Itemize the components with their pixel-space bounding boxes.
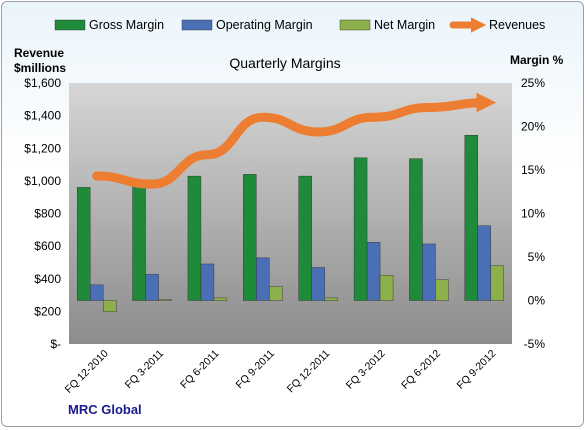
net-margin-legend-label: Net Margin xyxy=(374,18,435,32)
right-tick-label: 15% xyxy=(521,163,545,177)
right-tick-label: 5% xyxy=(528,250,546,264)
chart-title: Quarterly Margins xyxy=(229,55,340,71)
left-tick-label: $800 xyxy=(34,207,61,221)
x-tick-label: FQ 6-2012 xyxy=(399,348,443,392)
x-tick-label: FQ 3-2011 xyxy=(123,348,167,392)
net-margin-bar xyxy=(435,279,449,301)
net-margin-bar xyxy=(158,299,172,301)
gross-margin-bar xyxy=(187,175,202,301)
gross-margin-bar xyxy=(298,175,312,301)
revenues-legend-label: Revenues xyxy=(489,18,545,32)
x-tick-label: FQ 12-2011 xyxy=(285,348,333,396)
x-tick-label: FQ 12-2010 xyxy=(63,348,111,396)
operating-margin-bar xyxy=(311,267,325,301)
gross-margin-legend-swatch xyxy=(54,19,86,31)
left-tick-label: $1,600 xyxy=(24,76,61,90)
operating-margin-bar xyxy=(256,257,270,301)
x-tick-label: FQ 9-2011 xyxy=(234,348,278,392)
operating-margin-bar xyxy=(422,243,436,301)
left-axis-title-line2: $millions xyxy=(14,61,66,75)
operating-margin-legend-swatch xyxy=(181,19,213,31)
left-tick-label: $600 xyxy=(34,239,61,253)
right-axis-title: Margin % xyxy=(510,53,564,67)
operating-margin-bar xyxy=(200,263,215,301)
gross-margin-bar xyxy=(464,134,479,301)
net-margin-bar xyxy=(213,297,228,301)
gross-margin-bar xyxy=(409,158,423,301)
x-tick-label: FQ 9-2012 xyxy=(454,348,498,392)
operating-margin-legend-label: Operating Margin xyxy=(216,18,313,32)
left-tick-label: $1,200 xyxy=(24,141,61,155)
left-tick-label: $1,400 xyxy=(24,109,61,123)
net-margin-bar xyxy=(269,286,283,301)
right-tick-label: 0% xyxy=(528,294,546,308)
gross-margin-legend-label: Gross Margin xyxy=(89,18,164,32)
left-tick-label: $200 xyxy=(34,304,61,318)
net-margin-bar xyxy=(490,265,505,301)
gross-margin-bar xyxy=(353,157,368,301)
net-margin-bar xyxy=(379,275,394,301)
gross-margin-bar xyxy=(132,182,146,301)
company-name: MRC Global xyxy=(68,402,142,417)
left-tick-label: $400 xyxy=(34,272,61,286)
left-tick-label: $1,000 xyxy=(24,174,61,188)
operating-margin-bar xyxy=(145,274,159,301)
right-tick-label: 20% xyxy=(521,120,545,134)
x-tick-label: FQ 3-2012 xyxy=(344,348,388,392)
net-margin-bar xyxy=(324,297,338,301)
x-tick-label: FQ 6-2011 xyxy=(178,348,222,392)
right-tick-label: -5% xyxy=(524,337,546,351)
operating-margin-bar xyxy=(89,284,104,301)
left-tick-label: $- xyxy=(50,337,61,351)
operating-margin-bar xyxy=(477,225,492,301)
right-tick-label: 10% xyxy=(521,207,545,221)
net-margin-bar xyxy=(102,300,117,313)
gross-margin-bar xyxy=(76,187,91,301)
gross-margin-bar xyxy=(243,174,257,301)
net-margin-legend-swatch xyxy=(339,19,371,31)
right-tick-label: 25% xyxy=(521,76,545,90)
operating-margin-bar xyxy=(366,242,381,301)
left-axis-title-line1: Revenue xyxy=(14,46,64,60)
revenues-line xyxy=(92,92,497,189)
